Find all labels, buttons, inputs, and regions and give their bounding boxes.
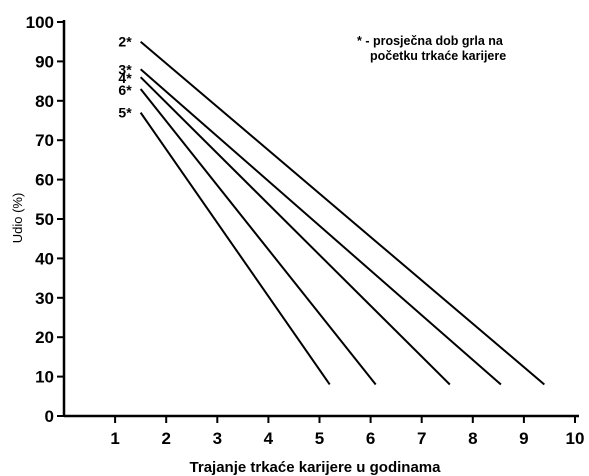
x-tick-label: 7 [417, 429, 426, 448]
y-tick-label: 50 [35, 210, 54, 229]
x-tick-label: 5 [315, 429, 324, 448]
series-label: 2* [118, 34, 132, 50]
y-tick-label: 90 [35, 52, 54, 71]
y-tick-label: 20 [35, 328, 54, 347]
x-axis-title: Trajanje trkaće karijere u godinama [190, 459, 442, 476]
y-tick-label: 0 [45, 407, 54, 426]
axes: 0 10 20 30 40 50 60 70 80 90 100 1 2 3 4 5 6 7 8 9 10 [26, 13, 585, 448]
series-lines [139, 40, 545, 386]
series-label: 4* [118, 70, 132, 86]
series-line [139, 76, 451, 386]
x-tick-label: 1 [110, 429, 119, 448]
annotation-line-1: * - prosječna dob grla na [357, 34, 504, 48]
series-line [140, 40, 545, 386]
series-line [139, 88, 377, 386]
y-tick-label: 10 [35, 368, 54, 387]
y-tick-label: 80 [35, 92, 54, 111]
y-axis-title: Udio (%) [10, 193, 25, 244]
x-tick-label: 9 [519, 429, 528, 448]
series-labels: 2* 3*4*6* 5* [118, 34, 132, 121]
series-line [139, 68, 502, 386]
y-tick-label: 100 [26, 13, 54, 32]
y-tick-label: 30 [35, 289, 54, 308]
series-label: 6* [118, 82, 132, 98]
series-line [139, 112, 331, 386]
x-tick-label: 8 [468, 429, 477, 448]
annotation-line-2: početku trkaće karijere [370, 49, 506, 63]
x-tick-label: 2 [161, 429, 170, 448]
series-label: 3* [118, 61, 132, 77]
series-label: 5* [118, 105, 132, 121]
y-tick-label: 40 [35, 249, 54, 268]
x-tick-label: 4 [264, 429, 274, 448]
x-tick-label: 10 [566, 429, 585, 448]
y-tick-label: 60 [35, 171, 54, 190]
y-tick-label: 70 [35, 131, 54, 150]
x-tick-label: 6 [366, 429, 375, 448]
x-tick-label: 3 [213, 429, 222, 448]
